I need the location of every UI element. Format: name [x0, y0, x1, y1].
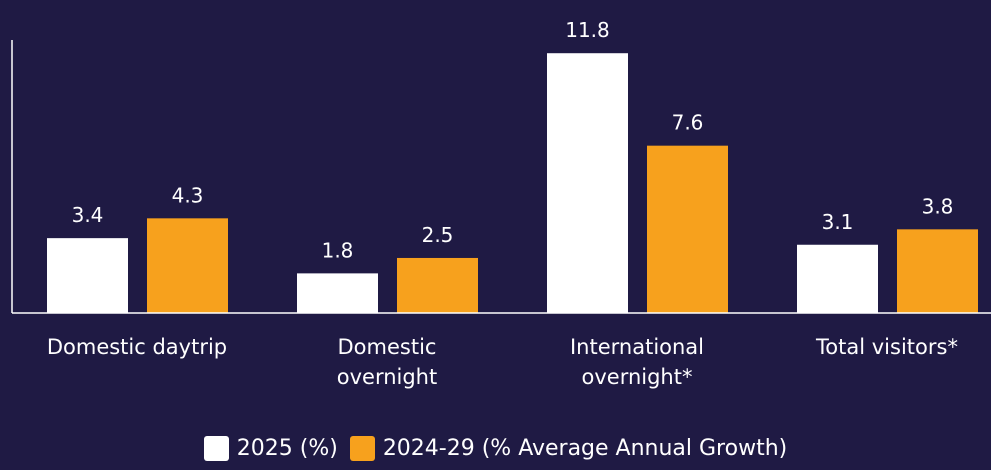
x-tick-label: Total visitors* — [816, 335, 958, 359]
legend: 2025 (%) 2024-29 (% Average Annual Growth… — [0, 436, 991, 461]
legend-item: 2024-29 (% Average Annual Growth) — [349, 436, 788, 461]
bar — [547, 53, 628, 313]
legend-item: 2025 (%) — [203, 436, 338, 461]
bar — [47, 238, 128, 313]
value-label: 7.6 — [672, 111, 704, 135]
legend-swatch — [203, 436, 229, 461]
bar — [897, 229, 978, 313]
bar — [297, 273, 378, 313]
value-label: 11.8 — [565, 18, 610, 42]
value-label: 1.8 — [322, 238, 354, 262]
x-tick-label: Domestic daytrip — [46, 335, 228, 359]
value-label: 2.5 — [422, 223, 454, 247]
bar — [147, 218, 228, 313]
x-tick-label: Domestic overnight — [336, 335, 438, 389]
value-label: 4.3 — [172, 183, 204, 207]
legend-swatch — [349, 436, 375, 461]
legend-label: 2025 (%) — [236, 436, 338, 461]
x-tick-label: International overnight* — [569, 335, 705, 389]
bar — [797, 244, 878, 313]
bar — [397, 257, 478, 313]
value-label: 3.8 — [922, 194, 954, 218]
value-label: 3.1 — [822, 210, 854, 234]
legend-label: 2024-29 (% Average Annual Growth) — [382, 436, 788, 461]
value-label: 3.4 — [72, 203, 104, 227]
bar — [647, 145, 728, 313]
